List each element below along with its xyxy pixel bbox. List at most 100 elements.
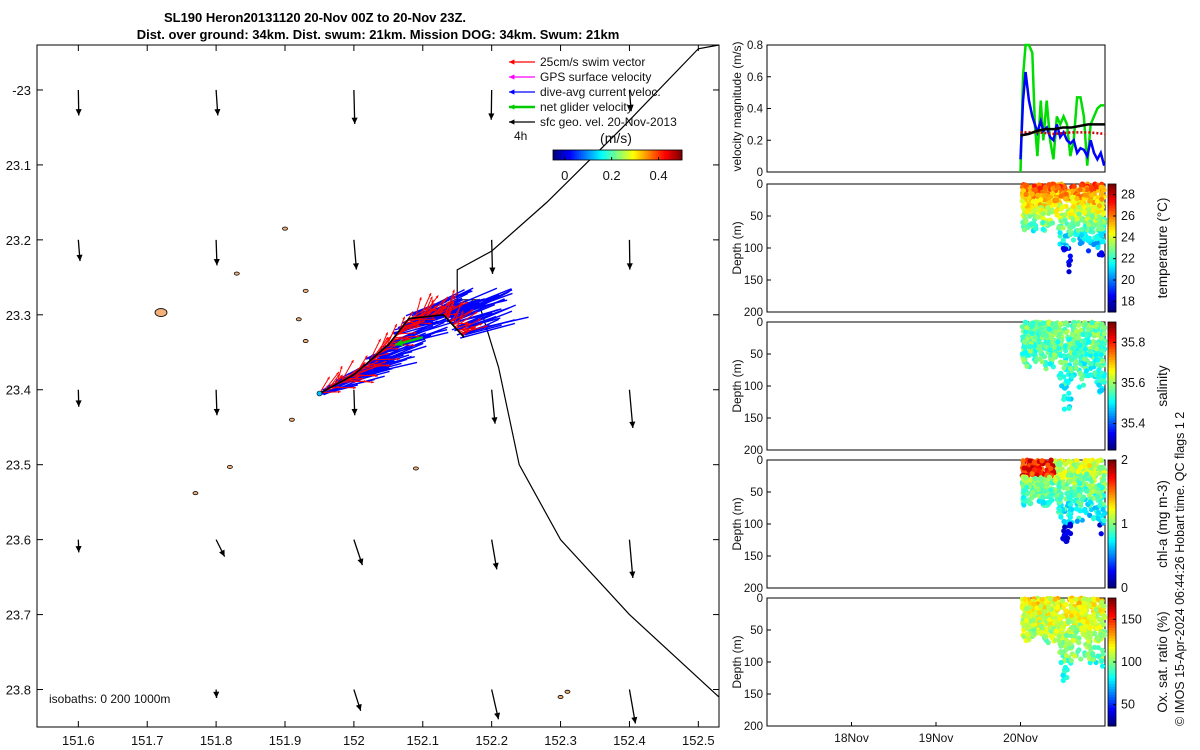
colorbar-segment [671,150,675,160]
profile-data-point [1073,506,1080,512]
swim-vector-arrow [393,337,411,341]
profile-colorbar-segment [1108,351,1116,355]
profile-data-point [1087,463,1093,469]
swim-vector-arrow [406,321,432,325]
profile-data-point [1057,375,1063,381]
map-y-tick-label: 23.4 [6,383,31,398]
profile-data-point [1086,235,1092,241]
profile-data-point [1035,192,1041,198]
profile-data-point [1076,486,1082,492]
profile-colorbar-segment [1108,524,1116,528]
sfc-current-vector [75,539,82,553]
profile-colorbar-segment [1108,462,1116,466]
profile-colorbar-segment [1108,218,1116,222]
profile-data-point [1047,199,1053,206]
profile-colorbar-tick-label: 2 [1121,453,1128,467]
profile-data-point [1075,335,1081,341]
profile-data-point [1020,334,1026,340]
profile-data-point [1021,465,1027,471]
profile-data-point [1073,359,1079,365]
map-x-tick-label: 151.6 [62,733,95,748]
swim-vector-arrow [419,292,432,318]
profile-colorbar-segment [1108,548,1116,552]
profile-data-point [1065,472,1072,478]
colorbar-segment [601,150,604,160]
profile-colorbar-segment [1108,221,1116,225]
profile-colorbar-tick-label: 22 [1121,252,1135,266]
profile-colorbar-segment [1108,702,1116,706]
profile-scatter-points [1019,595,1108,684]
profile-data-point [1101,373,1107,379]
profile-colorbar-segment [1108,580,1116,584]
footer-credit: © IMOS 15-Apr-2024 06:44:26 Hobart time.… [1173,412,1187,726]
profile-data-point [1048,633,1054,639]
map-y-tick-label: 23.5 [6,458,31,473]
speed-colorbar: 0 0.2 0.4 [552,149,683,183]
swim-vector-arrow [408,317,436,321]
profile-data-point [1060,480,1066,486]
colorbar-segment [591,150,594,160]
swim-vector-arrow [356,355,368,373]
profile-data-point [1063,196,1069,202]
velocity-y-tick-label: 0.2 [747,135,763,147]
profile-data-point [1089,621,1095,627]
profile-data-point [1077,342,1083,349]
profile-colorbar-segment [1108,473,1116,477]
profile-data-point [1039,359,1045,365]
profile-data-point [1080,618,1086,625]
profile-data-point [1082,209,1088,215]
island-outline [226,464,233,469]
profile-data-point [1081,607,1087,614]
colorbar-segment [667,150,671,160]
profile-data-point [1052,202,1058,208]
island-outline [192,491,199,496]
sfc-current-vector [213,689,220,699]
profile-data-point [1098,191,1105,197]
profile-y-tick-label: 50 [750,349,763,361]
profile-data-point [1078,327,1084,333]
colorbar-segment [621,150,625,160]
profile-colorbar: 0 1 2 [1107,453,1128,595]
profile-data-point [1093,323,1099,329]
colorbar-segment [579,150,582,160]
profile-colorbar-segment [1108,434,1116,438]
profile-colorbar-segment [1108,675,1116,679]
profile-data-point [1033,187,1039,193]
profile-data-point [1053,208,1060,214]
swim-vector-arrow [359,360,379,370]
profile-data-point [1098,343,1104,349]
profile-data-point [1061,396,1067,402]
profile-colorbar-segment [1108,383,1116,387]
profile-colorbar-tick-label: 35.6 [1121,376,1145,390]
profile-colorbar-segment [1108,205,1116,209]
profile-data-point [1039,458,1045,464]
profile-data-point [1053,628,1059,634]
profile-colorbar-segment [1108,370,1116,374]
swim-vector-arrow [427,299,434,317]
profile-colorbar-segment [1108,404,1116,408]
legend-swatch-arrow [509,119,535,125]
colorbar-segment [581,150,584,160]
profile-colorbar-segment [1108,470,1116,474]
profile-data-point [1062,217,1068,223]
legend-entry: 25cm/s swim vector [509,55,645,69]
profile-data-point [1041,500,1047,506]
legend-label: net glider velocity [540,100,633,114]
profile-colorbar-segment [1108,200,1116,204]
profile-data-point [1031,601,1037,607]
profile-data-point [1060,225,1066,231]
profile-data-point [1053,637,1059,643]
profile-data-point [1035,467,1042,474]
profile-data-point [1061,183,1067,190]
swim-vector-arrow [330,386,356,390]
profile-colorbar-segment [1108,500,1116,504]
profile-data-point [1071,350,1078,356]
profile-data-point [1043,629,1049,635]
profile-colorbar-segment [1108,680,1116,684]
colorbar-segment [609,150,612,160]
profile-data-point [1079,199,1085,206]
profile-colorbar-segment [1108,288,1116,292]
profile-colorbar-segment [1108,367,1116,371]
profile-data-point [1100,211,1106,217]
profile-colorbar-segment [1108,410,1116,414]
